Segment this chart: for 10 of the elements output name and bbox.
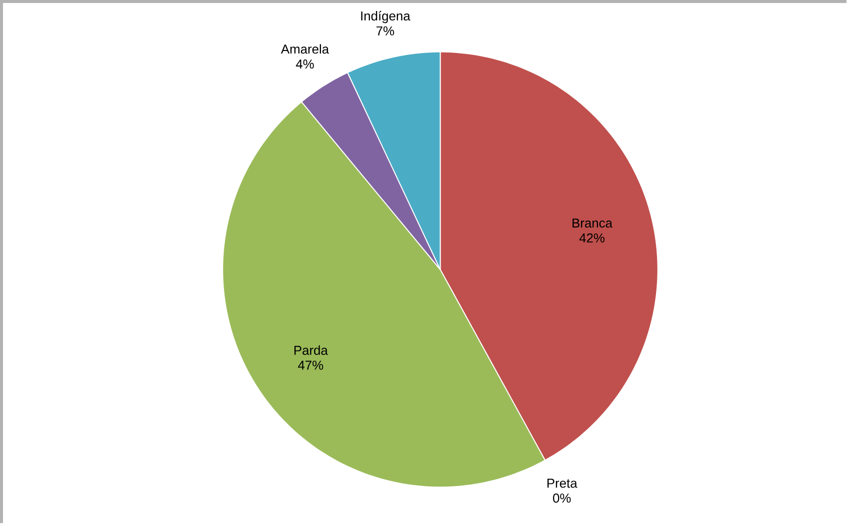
slice-label: Branca	[572, 218, 612, 228]
text: 0%	[553, 494, 571, 503]
data-label: 4%	[296, 60, 314, 69]
data-label: 42%	[579, 234, 604, 243]
category-label: Preta	[547, 478, 578, 488]
slice-label: Parda	[294, 346, 328, 356]
slice-label: Indígena	[361, 11, 410, 24]
data-label: 47%	[298, 360, 324, 370]
slice-label: Amarela	[280, 44, 330, 54]
data-label: 7%	[376, 26, 394, 36]
